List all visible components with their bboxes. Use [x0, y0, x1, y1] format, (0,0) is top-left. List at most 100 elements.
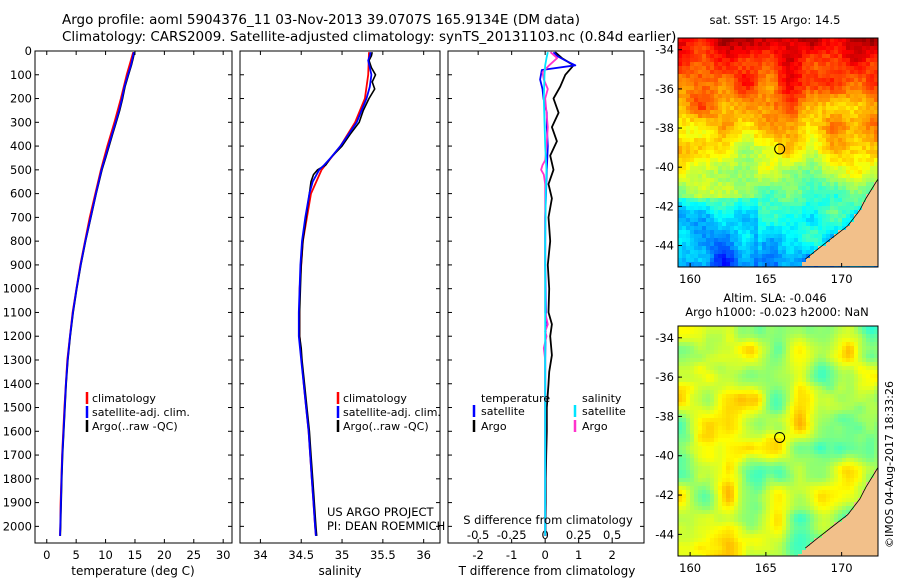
map-cell — [682, 146, 686, 150]
map-cell — [862, 166, 866, 170]
map-cell — [762, 386, 766, 390]
map-cell — [722, 154, 726, 158]
map-cell — [842, 326, 846, 330]
map-cell — [698, 42, 702, 46]
map-cell — [774, 230, 778, 234]
map-cell — [694, 94, 698, 98]
map-cell — [686, 198, 690, 202]
map-cell — [694, 210, 698, 214]
map-cell — [782, 94, 786, 98]
map-cell — [874, 114, 878, 118]
map-cell — [810, 430, 814, 434]
map-cell — [690, 106, 694, 110]
map-cell — [822, 378, 826, 382]
map-cell — [786, 402, 790, 406]
map-cell — [718, 166, 722, 170]
map-cell — [770, 362, 774, 366]
map-cell — [782, 210, 786, 214]
map-cell — [790, 166, 794, 170]
map-cell — [710, 358, 714, 362]
map-cell — [686, 246, 690, 250]
map-cell — [830, 122, 834, 126]
map-cell — [686, 382, 690, 386]
map-cell — [718, 86, 722, 90]
map-cell — [714, 162, 718, 166]
map-cell — [750, 150, 754, 154]
temperature-panel: 0100200300400500600700800900100011001200… — [3, 44, 233, 578]
map-cell — [702, 238, 706, 242]
map-cell — [678, 238, 682, 242]
map-cell — [714, 258, 718, 262]
map-cell — [846, 382, 850, 386]
map-cell — [710, 442, 714, 446]
map-cell — [782, 166, 786, 170]
map-cell — [710, 74, 714, 78]
map-cell — [682, 410, 686, 414]
map-cell — [766, 238, 770, 242]
map-cell — [710, 350, 714, 354]
map-cell — [750, 110, 754, 114]
x-tick-label: 15 — [128, 548, 143, 562]
map-cell — [870, 70, 874, 74]
map-cell — [802, 118, 806, 122]
map-cell — [722, 190, 726, 194]
map-cell — [714, 342, 718, 346]
map-cell — [734, 66, 738, 70]
map-cell — [742, 466, 746, 470]
map-cell — [762, 138, 766, 142]
map-cell — [826, 334, 830, 338]
map-cell — [754, 394, 758, 398]
map-cell — [714, 430, 718, 434]
map-cell — [698, 394, 702, 398]
map-cell — [766, 242, 770, 246]
map-cell — [838, 342, 842, 346]
map-cell — [778, 210, 782, 214]
map-cell — [686, 258, 690, 262]
map-cell — [830, 98, 834, 102]
map-cell — [874, 394, 878, 398]
map-cell — [742, 54, 746, 58]
map-cell — [742, 258, 746, 262]
map-cell — [842, 78, 846, 82]
map-cell — [686, 94, 690, 98]
map-cell — [806, 426, 810, 430]
map-cell — [754, 46, 758, 50]
map-cell — [810, 398, 814, 402]
map-cell — [802, 246, 806, 250]
map-cell — [866, 222, 870, 226]
map-cell — [714, 406, 718, 410]
map-cell — [698, 166, 702, 170]
map-cell — [774, 218, 778, 222]
map-cell — [830, 70, 834, 74]
map-cell — [822, 170, 826, 174]
salinity-ticks: 34 34.5 35 35.5 36 — [240, 50, 440, 562]
map-cell — [762, 66, 766, 70]
map-cell — [846, 122, 850, 126]
map-cell — [862, 74, 866, 78]
map-cell — [806, 186, 810, 190]
map-cell — [794, 330, 798, 334]
map-cell — [694, 62, 698, 66]
map-cell — [690, 234, 694, 238]
map-cell — [830, 370, 834, 374]
map-cell — [750, 438, 754, 442]
map-cell — [718, 414, 722, 418]
map-cell — [870, 222, 874, 226]
map-cell — [686, 182, 690, 186]
map-cell — [838, 438, 842, 442]
map-cell — [782, 374, 786, 378]
map-cell — [874, 206, 878, 210]
map-cell — [778, 158, 782, 162]
map-cell — [858, 126, 862, 130]
map-cell — [686, 358, 690, 362]
map-cell — [682, 338, 686, 342]
map-cell — [706, 342, 710, 346]
map-cell — [822, 462, 826, 466]
map-cell — [830, 198, 834, 202]
map-cell — [834, 234, 838, 238]
map-cell — [842, 166, 846, 170]
map-cell — [774, 162, 778, 166]
difference-axes-box — [447, 50, 645, 544]
map-cell — [722, 394, 726, 398]
map-cell — [866, 166, 870, 170]
